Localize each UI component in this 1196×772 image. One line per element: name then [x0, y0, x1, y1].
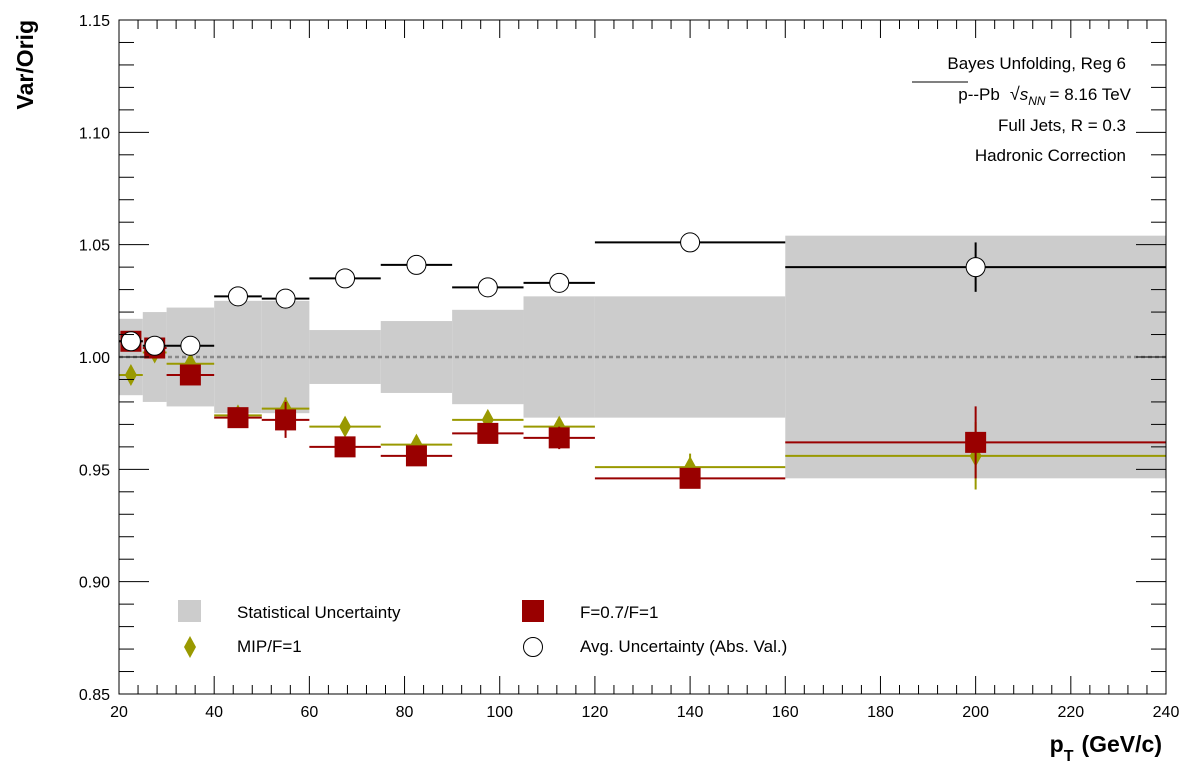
annotation-system-collision: p--Pb: [958, 85, 1000, 104]
avg-uncertainty-point: [180, 335, 201, 356]
f07-ratio-point: [548, 427, 570, 449]
legend-marker-statistical-uncertainty: [178, 600, 201, 622]
x-axis-title-p: p: [1050, 731, 1064, 757]
annotation-energy: = 8.16 TeV: [1050, 85, 1132, 104]
annotation-sqrt-sign: √: [1010, 84, 1020, 104]
legend-marker-avg-uncertainty: [523, 637, 543, 657]
annotation-method: Bayes Unfolding, Reg 6: [947, 54, 1126, 73]
x-axis-title: pT (GeV/c): [1050, 731, 1162, 765]
y-tick-label: 1.05: [79, 238, 110, 255]
avg-uncertainty-point: [477, 277, 498, 298]
avg-uncertainty-point: [549, 272, 570, 293]
legend-label-f07-ratio: F=0.7/F=1: [580, 603, 658, 622]
f07-ratio-point: [405, 445, 427, 467]
axis-ticks: [118, 19, 1167, 695]
annotation-s-subscript: NN: [1028, 94, 1046, 108]
x-tick-label: 140: [677, 704, 704, 721]
x-tick-label: 60: [300, 704, 318, 721]
f07-ratio-point: [965, 431, 987, 453]
x-tick-label: 80: [396, 704, 414, 721]
x-tick-label: 20: [110, 704, 128, 721]
f07-ratio-point: [275, 409, 297, 431]
x-tick-label: 240: [1153, 704, 1180, 721]
x-tick-label: 180: [867, 704, 894, 721]
mip-ratio-point: [124, 363, 137, 386]
x-tick-label: 40: [205, 704, 223, 721]
data-series: [119, 232, 1166, 490]
f07-ratio-point: [179, 364, 201, 386]
avg-uncertainty-series: [119, 232, 1166, 356]
f07-ratio-point: [334, 436, 356, 458]
avg-uncertainty-point: [406, 254, 427, 275]
annotation-block: Bayes Unfolding, Reg 6 p--Pb √sNN = 8.16 T…: [912, 54, 1132, 165]
f07-ratio-point: [477, 422, 499, 444]
x-axis-title-subscript: T: [1064, 748, 1074, 765]
avg-uncertainty-point: [965, 257, 986, 278]
legend-label-avg-uncertainty: Avg. Uncertainty (Abs. Val.): [580, 637, 787, 656]
avg-uncertainty-point: [335, 268, 356, 289]
avg-uncertainty-point: [275, 288, 296, 309]
f07-ratio-point: [679, 467, 701, 489]
annotation-jets: Full Jets, R = 0.3: [998, 116, 1126, 135]
legend-label-statistical-uncertainty: Statistical Uncertainty: [237, 603, 401, 622]
avg-uncertainty-point: [680, 232, 701, 253]
f07-ratio-point: [227, 407, 249, 429]
annotation-s: s: [1020, 85, 1029, 104]
legend: Statistical Uncertainty F=0.7/F=1 MIP/F=…: [178, 600, 787, 658]
y-tick-label: 1.10: [79, 125, 110, 142]
legend-label-mip-ratio: MIP/F=1: [237, 637, 302, 656]
x-tick-label: 200: [962, 704, 989, 721]
y-tick-label: 0.85: [79, 687, 110, 704]
x-axis-title-unit: (GeV/c): [1081, 731, 1162, 757]
y-axis-title: Var/Orig: [12, 20, 38, 109]
annotation-correction: Hadronic Correction: [975, 146, 1126, 165]
x-tick-label: 100: [486, 704, 513, 721]
y-tick-label: 0.90: [79, 575, 110, 592]
x-tick-label: 220: [1057, 704, 1084, 721]
legend-marker-mip-ratio: [184, 636, 196, 658]
legend-marker-f07-ratio: [522, 600, 544, 622]
mip-ratio-point: [339, 415, 352, 438]
y-tick-label: 1.00: [79, 350, 110, 367]
y-tick-label: 0.95: [79, 462, 110, 479]
avg-uncertainty-point: [144, 335, 165, 356]
y-tick-label: 1.15: [79, 13, 110, 30]
x-tick-label: 160: [772, 704, 799, 721]
avg-uncertainty-point: [227, 286, 248, 307]
x-tick-label: 120: [582, 704, 609, 721]
annotation-system: p--Pb √sNN = 8.16 TeV: [958, 84, 1131, 108]
avg-uncertainty-point: [120, 331, 141, 352]
axis-tick-labels: 20 40 60 80 100 120 140 160 180 200 220 240 0.85 0.90…: [79, 13, 1180, 721]
